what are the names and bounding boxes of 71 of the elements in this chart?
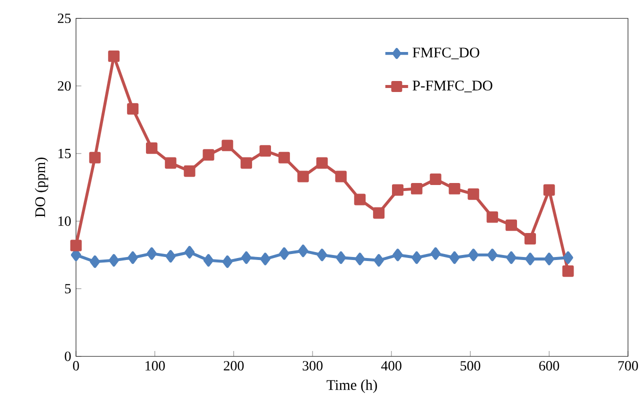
point	[336, 251, 346, 264]
point	[524, 232, 536, 244]
point	[240, 157, 252, 169]
point	[222, 255, 232, 268]
legend-label: P-FMFC_DO	[412, 80, 492, 92]
x-tick-label: 600	[539, 361, 560, 371]
y-tick-label: 25	[58, 14, 71, 24]
point	[108, 254, 119, 267]
point	[335, 170, 347, 182]
point	[543, 184, 555, 196]
point	[410, 182, 422, 194]
point	[354, 194, 366, 206]
point	[260, 145, 271, 157]
point	[90, 255, 100, 268]
y-tick-label: 15	[58, 148, 71, 158]
point	[166, 250, 176, 263]
y-tick-label: 10	[58, 216, 71, 226]
point	[373, 207, 385, 219]
point	[222, 140, 234, 152]
x-tick-label: 100	[146, 361, 165, 371]
point	[203, 254, 214, 267]
point	[184, 246, 195, 258]
point	[506, 251, 516, 264]
point	[316, 248, 328, 262]
point	[468, 188, 480, 200]
point	[184, 165, 196, 177]
x-tick-label: 500	[460, 361, 480, 371]
point	[430, 173, 442, 185]
point	[316, 157, 328, 169]
point	[127, 103, 139, 115]
point	[525, 252, 536, 266]
point	[164, 157, 176, 169]
point	[468, 248, 479, 262]
point	[202, 149, 214, 161]
x-tick-label: 700	[618, 361, 638, 371]
point	[506, 219, 518, 231]
point	[544, 252, 554, 266]
point	[89, 152, 101, 164]
point	[448, 182, 460, 194]
y-tick-label: 0	[64, 352, 71, 362]
point	[562, 251, 574, 264]
x-axis-title: Time (h)	[326, 380, 377, 393]
point	[128, 251, 138, 264]
point	[146, 142, 158, 154]
point	[412, 251, 422, 264]
point	[297, 170, 309, 182]
point	[241, 251, 252, 264]
point	[354, 252, 365, 266]
x-tick-label: 400	[381, 361, 402, 371]
y-axis-title: DO (ppm)	[34, 158, 48, 218]
point	[392, 184, 404, 196]
legend-label: FMFC_DO	[412, 48, 480, 60]
point	[70, 240, 82, 252]
y-tick-label: 5	[65, 284, 71, 294]
point	[279, 247, 290, 260]
point	[430, 247, 441, 260]
point	[298, 244, 308, 258]
point	[108, 50, 120, 62]
point	[392, 248, 403, 262]
x-tick-label: 300	[302, 361, 323, 371]
point	[146, 247, 157, 260]
y-tick-label: 20	[58, 81, 71, 91]
point	[487, 248, 498, 262]
point	[260, 252, 270, 266]
x-tick-label: 0	[73, 361, 79, 371]
point	[278, 152, 290, 164]
x-tick-label: 200	[224, 361, 244, 371]
point	[449, 251, 460, 264]
point	[486, 211, 498, 223]
point	[562, 265, 574, 277]
point	[374, 254, 384, 267]
